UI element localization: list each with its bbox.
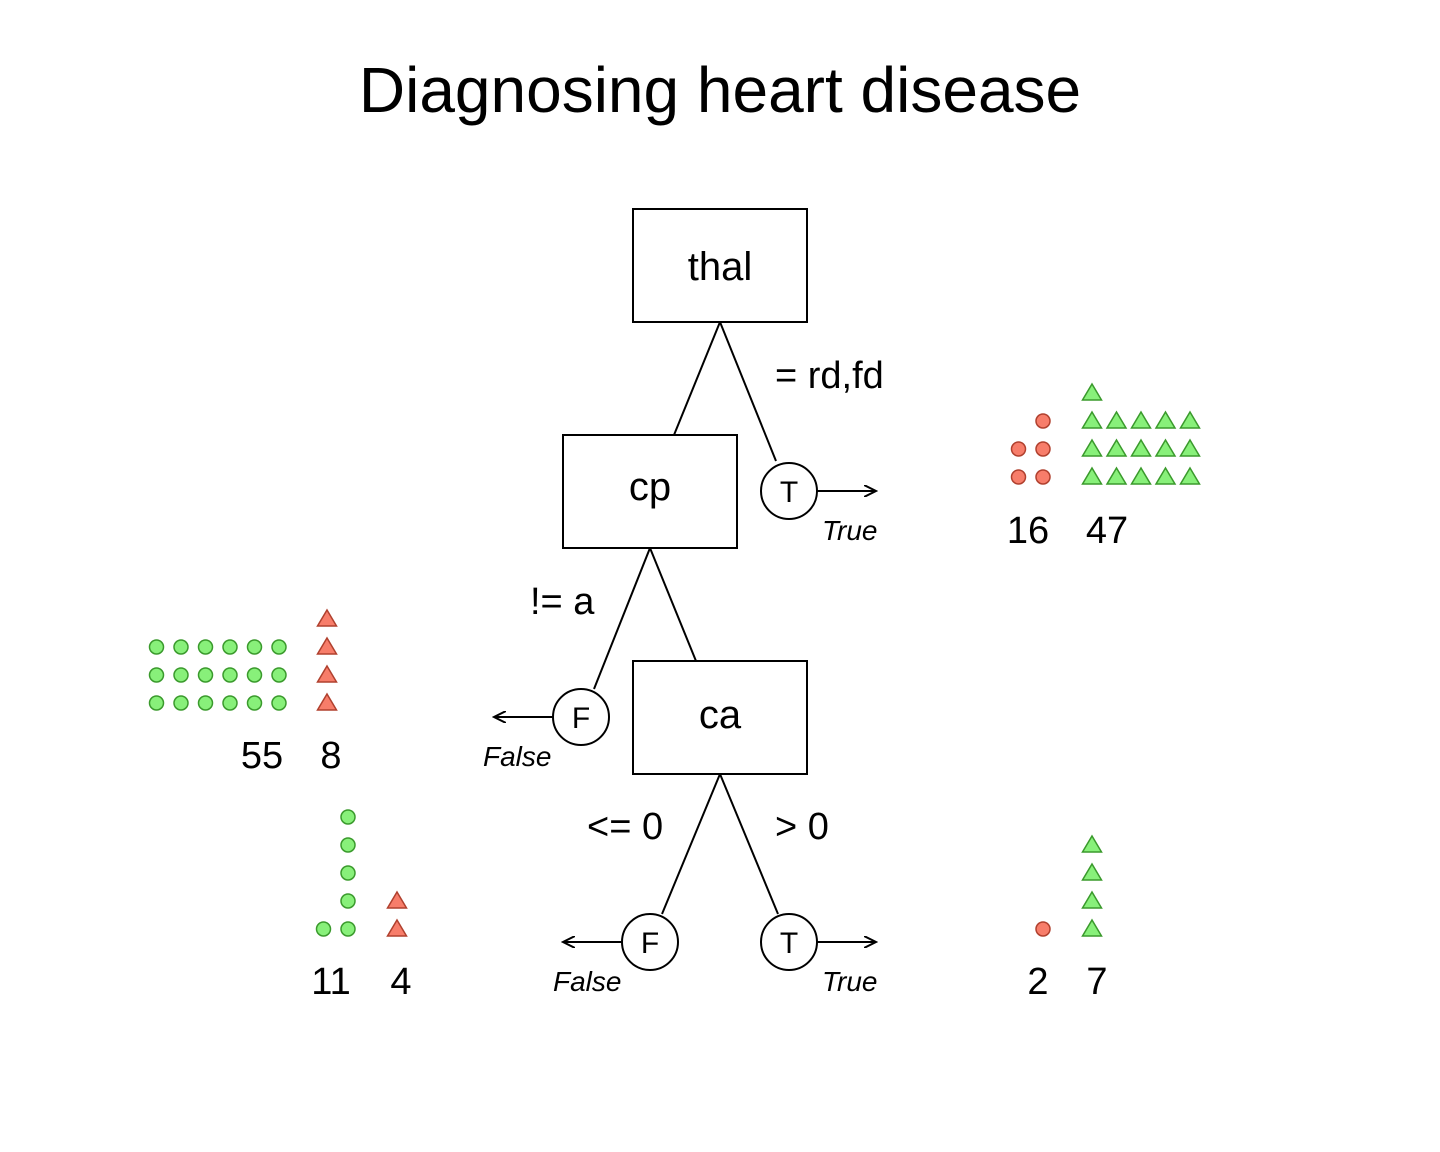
green-circle-icon bbox=[340, 809, 356, 825]
samples-ca-false bbox=[315, 809, 408, 937]
green-circle-icon bbox=[246, 667, 263, 683]
green-triangle-icon bbox=[1154, 410, 1177, 429]
node-cp-label: cp bbox=[629, 465, 671, 509]
diagram-title: Diagnosing heart disease bbox=[359, 54, 1081, 126]
green-triangle-icon bbox=[1081, 918, 1103, 937]
green-circle-icon bbox=[197, 667, 214, 683]
red-triangle-icon bbox=[386, 890, 408, 909]
green-triangle-icon bbox=[1081, 438, 1103, 457]
leaf-cp-false: F False bbox=[483, 688, 610, 772]
green-triangle-icon bbox=[1179, 438, 1201, 457]
green-circle-icon bbox=[246, 639, 263, 655]
green-circle-icon bbox=[340, 837, 356, 853]
count-thal-true-circles: 16 bbox=[1007, 510, 1049, 552]
green-circle-icon bbox=[148, 639, 165, 655]
samples-ca-true bbox=[1035, 834, 1103, 937]
edge-label-cp-false: != a bbox=[530, 581, 595, 623]
green-circle-icon bbox=[197, 695, 214, 711]
red-circle-icon bbox=[1035, 469, 1051, 485]
count-ca-true-triangles: 7 bbox=[1086, 961, 1107, 1003]
samples-thal-true bbox=[1010, 382, 1201, 485]
red-triangle-icon bbox=[316, 692, 338, 711]
samples-cp-false bbox=[148, 608, 338, 711]
red-triangle-icon bbox=[316, 664, 338, 683]
green-triangle-icon bbox=[1081, 382, 1103, 401]
green-triangle-icon bbox=[1179, 410, 1201, 429]
green-triangle-icon bbox=[1081, 890, 1103, 909]
count-cp-false-triangles: 8 bbox=[320, 735, 341, 777]
edge-ca-to-false-leaf bbox=[661, 773, 721, 915]
green-circle-icon bbox=[148, 667, 165, 683]
edge-cp-to-false-leaf bbox=[593, 547, 651, 690]
red-circle-icon bbox=[1010, 441, 1027, 457]
leaf-ca-true-outcome: True bbox=[822, 966, 878, 997]
count-ca-false-circles: 11 bbox=[311, 961, 350, 1003]
leaf-cp-false-letter: F bbox=[572, 702, 590, 735]
green-circle-icon bbox=[222, 695, 238, 711]
green-circle-icon bbox=[340, 921, 356, 937]
edge-label-ca-false: <= 0 bbox=[587, 806, 663, 848]
green-circle-icon bbox=[246, 695, 263, 711]
green-triangle-icon bbox=[1130, 410, 1152, 429]
leaf-ca-false: F False bbox=[553, 913, 679, 997]
count-ca-true-circles: 2 bbox=[1027, 961, 1048, 1003]
leaf-cp-false-outcome: False bbox=[483, 741, 551, 772]
green-circle-icon bbox=[340, 865, 356, 881]
red-triangle-icon bbox=[316, 636, 338, 655]
green-triangle-icon bbox=[1081, 834, 1103, 853]
edge-thal-to-cp bbox=[673, 321, 721, 436]
red-triangle-icon bbox=[316, 608, 338, 627]
green-triangle-icon bbox=[1105, 466, 1128, 485]
edge-label-thal-true: = rd,fd bbox=[775, 355, 884, 397]
node-cp: cp bbox=[562, 434, 738, 549]
green-circle-icon bbox=[222, 639, 238, 655]
edge-label-ca-true: > 0 bbox=[775, 806, 829, 848]
green-triangle-icon bbox=[1130, 466, 1152, 485]
green-circle-icon bbox=[148, 695, 165, 711]
green-circle-icon bbox=[271, 667, 287, 683]
count-ca-false-triangles: 4 bbox=[390, 961, 411, 1003]
red-circle-icon bbox=[1010, 469, 1027, 485]
leaf-thal-true: T True bbox=[760, 462, 878, 546]
edge-ca-to-true-leaf bbox=[719, 773, 779, 915]
green-triangle-icon bbox=[1154, 466, 1177, 485]
leaf-thal-true-letter: T bbox=[780, 476, 798, 509]
leaf-ca-true: T True bbox=[760, 913, 878, 997]
green-triangle-icon bbox=[1179, 466, 1201, 485]
node-thal: thal bbox=[632, 208, 808, 323]
green-triangle-icon bbox=[1105, 410, 1128, 429]
node-ca: ca bbox=[632, 660, 808, 775]
green-triangle-icon bbox=[1105, 438, 1128, 457]
green-circle-icon bbox=[173, 639, 189, 655]
node-thal-label: thal bbox=[688, 245, 753, 289]
green-triangle-icon bbox=[1081, 862, 1103, 881]
leaf-ca-false-outcome: False bbox=[553, 966, 621, 997]
green-circle-icon bbox=[173, 667, 189, 683]
edge-cp-to-ca bbox=[649, 547, 697, 662]
green-circle-icon bbox=[315, 921, 332, 937]
green-circle-icon bbox=[222, 667, 238, 683]
green-circle-icon bbox=[271, 695, 287, 711]
count-cp-false-circles: 55 bbox=[241, 735, 283, 777]
count-thal-true-triangles: 47 bbox=[1086, 510, 1128, 552]
green-circle-icon bbox=[173, 695, 189, 711]
green-circle-icon bbox=[271, 639, 287, 655]
red-circle-icon bbox=[1035, 921, 1051, 937]
green-triangle-icon bbox=[1081, 410, 1103, 429]
green-circle-icon bbox=[197, 639, 214, 655]
green-triangle-icon bbox=[1081, 466, 1103, 485]
red-circle-icon bbox=[1035, 441, 1051, 457]
edge-thal-to-true-leaf bbox=[719, 321, 777, 462]
green-triangle-icon bbox=[1130, 438, 1152, 457]
leaf-ca-false-letter: F bbox=[641, 927, 659, 960]
node-ca-label: ca bbox=[699, 693, 742, 737]
leaf-thal-true-outcome: True bbox=[822, 515, 878, 546]
red-circle-icon bbox=[1035, 413, 1051, 429]
green-circle-icon bbox=[340, 893, 356, 909]
leaf-ca-true-letter: T bbox=[780, 927, 798, 960]
red-triangle-icon bbox=[386, 918, 408, 937]
green-triangle-icon bbox=[1154, 438, 1177, 457]
